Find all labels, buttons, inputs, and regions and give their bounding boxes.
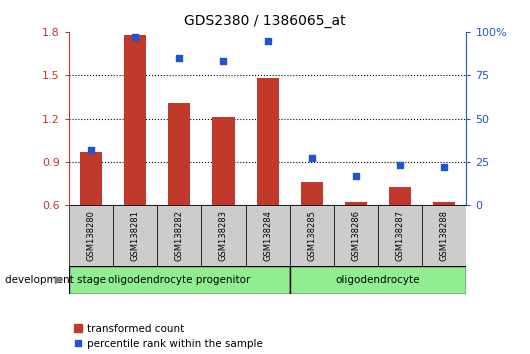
Bar — [345, 202, 367, 205]
Text: GSM138282: GSM138282 — [175, 210, 184, 261]
Point — [352, 173, 360, 179]
Bar — [113, 205, 157, 266]
Bar — [245, 205, 290, 266]
Bar — [257, 78, 279, 205]
Legend: transformed count, percentile rank within the sample: transformed count, percentile rank withi… — [74, 324, 262, 349]
Bar — [69, 205, 113, 266]
Point — [307, 156, 316, 161]
Bar — [201, 205, 245, 266]
Bar — [389, 187, 411, 205]
Text: oligodendrocyte progenitor: oligodendrocyte progenitor — [108, 275, 251, 285]
Bar — [301, 182, 323, 205]
Point — [87, 147, 95, 153]
Text: GSM138281: GSM138281 — [131, 210, 139, 261]
Point — [263, 38, 272, 43]
Text: ▶: ▶ — [55, 275, 64, 285]
Bar — [290, 205, 334, 266]
Text: GSM138283: GSM138283 — [219, 210, 228, 261]
Bar — [434, 202, 455, 205]
Bar — [290, 266, 466, 294]
Point — [440, 164, 448, 170]
Text: GSM138288: GSM138288 — [440, 210, 449, 261]
Point — [175, 55, 183, 61]
Text: GSM138286: GSM138286 — [351, 210, 360, 261]
Text: GSM138285: GSM138285 — [307, 210, 316, 261]
Text: oligodendrocyte: oligodendrocyte — [336, 275, 420, 285]
Bar — [213, 117, 234, 205]
Point — [219, 58, 228, 64]
Bar — [334, 205, 378, 266]
Point — [396, 162, 404, 168]
Bar — [378, 205, 422, 266]
Text: development stage: development stage — [5, 275, 107, 285]
Text: GSM138284: GSM138284 — [263, 210, 272, 261]
Bar — [80, 152, 102, 205]
Bar — [69, 266, 290, 294]
Point — [131, 34, 139, 40]
Bar — [168, 103, 190, 205]
Bar — [157, 205, 201, 266]
Text: GSM138287: GSM138287 — [396, 210, 404, 261]
Text: GDS2380 / 1386065_at: GDS2380 / 1386065_at — [184, 14, 346, 28]
Bar — [422, 205, 466, 266]
Bar — [124, 35, 146, 205]
Text: GSM138280: GSM138280 — [86, 210, 95, 261]
